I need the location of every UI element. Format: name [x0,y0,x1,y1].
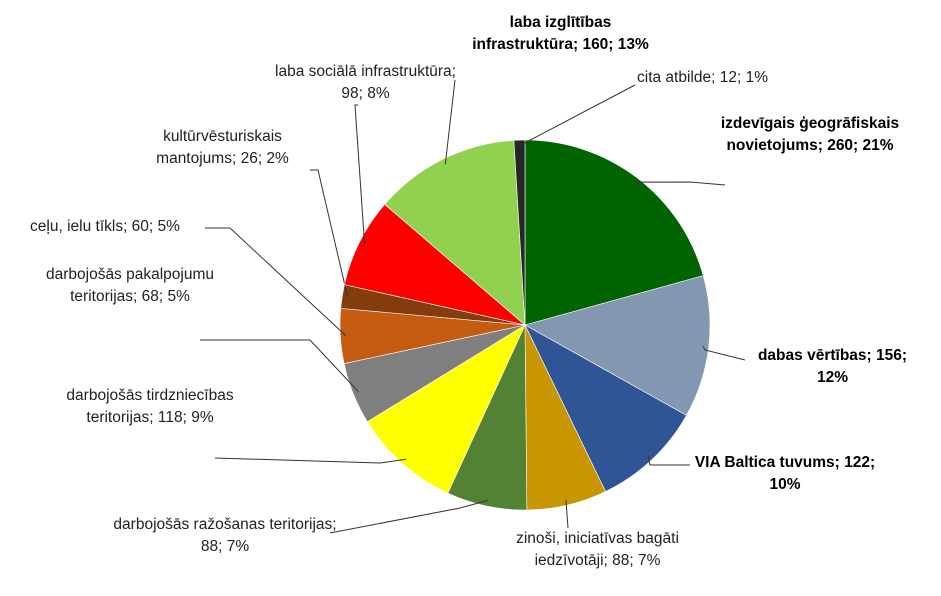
slice-label: VIA Baltica tuvums; 122; 10% [694,454,876,493]
leader-line [200,339,359,392]
pie-slice [524,139,704,326]
pie-slice [366,324,526,494]
pie-slice [524,275,711,416]
pie-slice [524,324,687,492]
pie-slice [513,139,526,326]
leader-line [329,500,488,534]
slice-label: zinoši, iniciatīvas bagāti iedzīvotāji; … [516,530,679,569]
slice-label: izdevīgais ģeogrāfiskais novietojums; 26… [720,115,900,154]
slice-label: darbojošās pakalpojumu teritorijas; 68; … [45,266,215,305]
slice-label: cita atbilde; 12; 1% [637,69,768,86]
leader-line [205,227,347,337]
slice-label: laba sociālā infrastruktūra; 98; 8% [275,63,456,102]
slice-label: ceļu, ielu tīkls; 60; 5% [30,218,180,235]
slice-label: laba izglītības infrastruktūra; 160; 13% [472,14,649,53]
leader-line [633,181,726,186]
leader-line [647,455,690,466]
leader-line [565,499,569,529]
leader-line [354,104,366,245]
slice-label: darbojošās ražošanas teritorijas; 88; 7% [113,516,337,555]
pie-slice [384,140,526,326]
slice-label: kultūrvēsturiskais mantojums; 26; 2% [156,128,289,167]
leader-line [444,79,456,165]
leader-line [214,457,407,464]
leader-line [519,84,636,147]
leader-line [702,346,746,361]
pie-slice [344,203,526,326]
slice-label: darbojošās tirdzniecības teritorijas; 11… [66,387,234,426]
leader-line [310,169,349,298]
slice-label: dabas vērtības; 156; 12% [757,347,908,386]
